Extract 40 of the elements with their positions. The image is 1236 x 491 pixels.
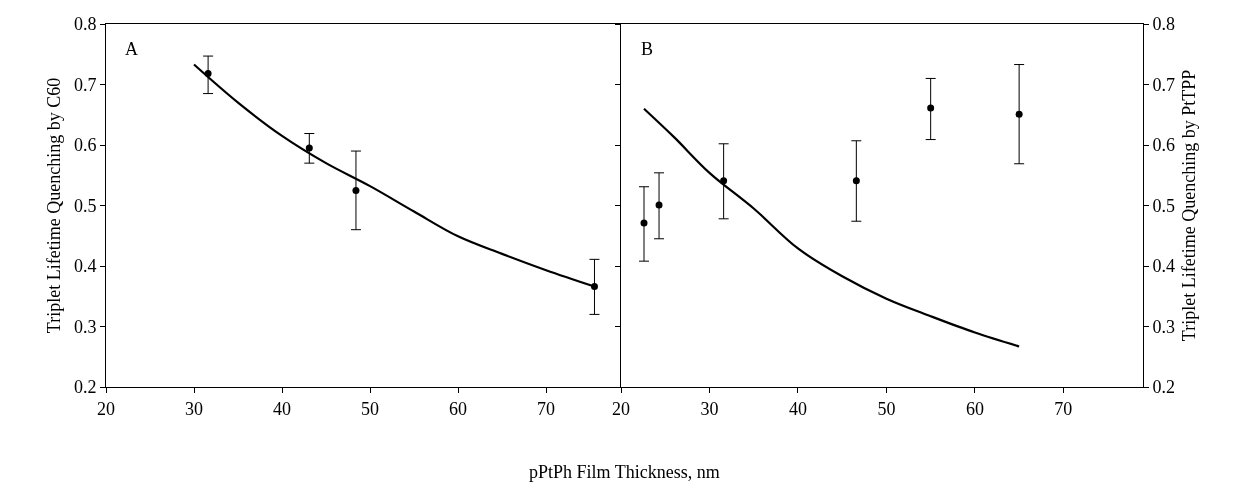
point — [655, 201, 663, 209]
y2-tick-label: 0.7 — [1152, 74, 1176, 95]
y-tick-label: 0.8 — [73, 14, 97, 35]
point — [640, 219, 648, 227]
annotation: A — [125, 39, 138, 59]
y-tick-label: 0.3 — [73, 316, 97, 337]
y-tick-label: 0.4 — [73, 256, 97, 277]
y2-tick-label: 0.6 — [1152, 135, 1176, 156]
x-tick-label: 30 — [185, 398, 204, 419]
y-tick-label: 0.6 — [73, 135, 97, 156]
x-tick-label: 20 — [612, 398, 630, 419]
x-tick-label: 70 — [1054, 398, 1073, 419]
y2-tick-label: 0.5 — [1152, 195, 1176, 216]
x-tick-label: 20 — [97, 398, 115, 419]
x-tick-label: 70 — [537, 398, 556, 419]
point — [852, 177, 860, 185]
y2-axis-title: Triplet Lifetime Quenching by PtTPP — [1179, 69, 1200, 342]
x-axis-title: pPtPh Film Thickness, nm — [529, 462, 720, 482]
point — [927, 104, 935, 112]
line-series — [642, 107, 1021, 348]
point — [352, 186, 360, 194]
y2-tick-label: 0.4 — [1152, 256, 1176, 277]
y2-tick-label: 0.8 — [1152, 14, 1176, 35]
x-tick-label: 40 — [273, 398, 292, 419]
x-tick-label: 60 — [965, 398, 984, 419]
x-tick-label: 50 — [877, 398, 896, 419]
x-tick-label: 50 — [361, 398, 380, 419]
y-tick-label: 0.7 — [73, 74, 97, 95]
y-tick-label: 0.5 — [73, 195, 97, 216]
y-tick-label: 0.2 — [73, 377, 97, 398]
point — [305, 144, 313, 152]
annotation: B — [641, 39, 654, 59]
x-tick-label: 60 — [449, 398, 468, 419]
x-tick-label: 40 — [788, 398, 807, 419]
y2-tick-label: 0.3 — [1152, 316, 1176, 337]
y-axis-title: Triplet Lifetime Quenching by C60 — [44, 77, 65, 334]
point — [720, 177, 728, 185]
x-tick-label: 30 — [700, 398, 719, 419]
point — [1015, 110, 1023, 118]
y2-tick-label: 0.2 — [1152, 377, 1176, 398]
